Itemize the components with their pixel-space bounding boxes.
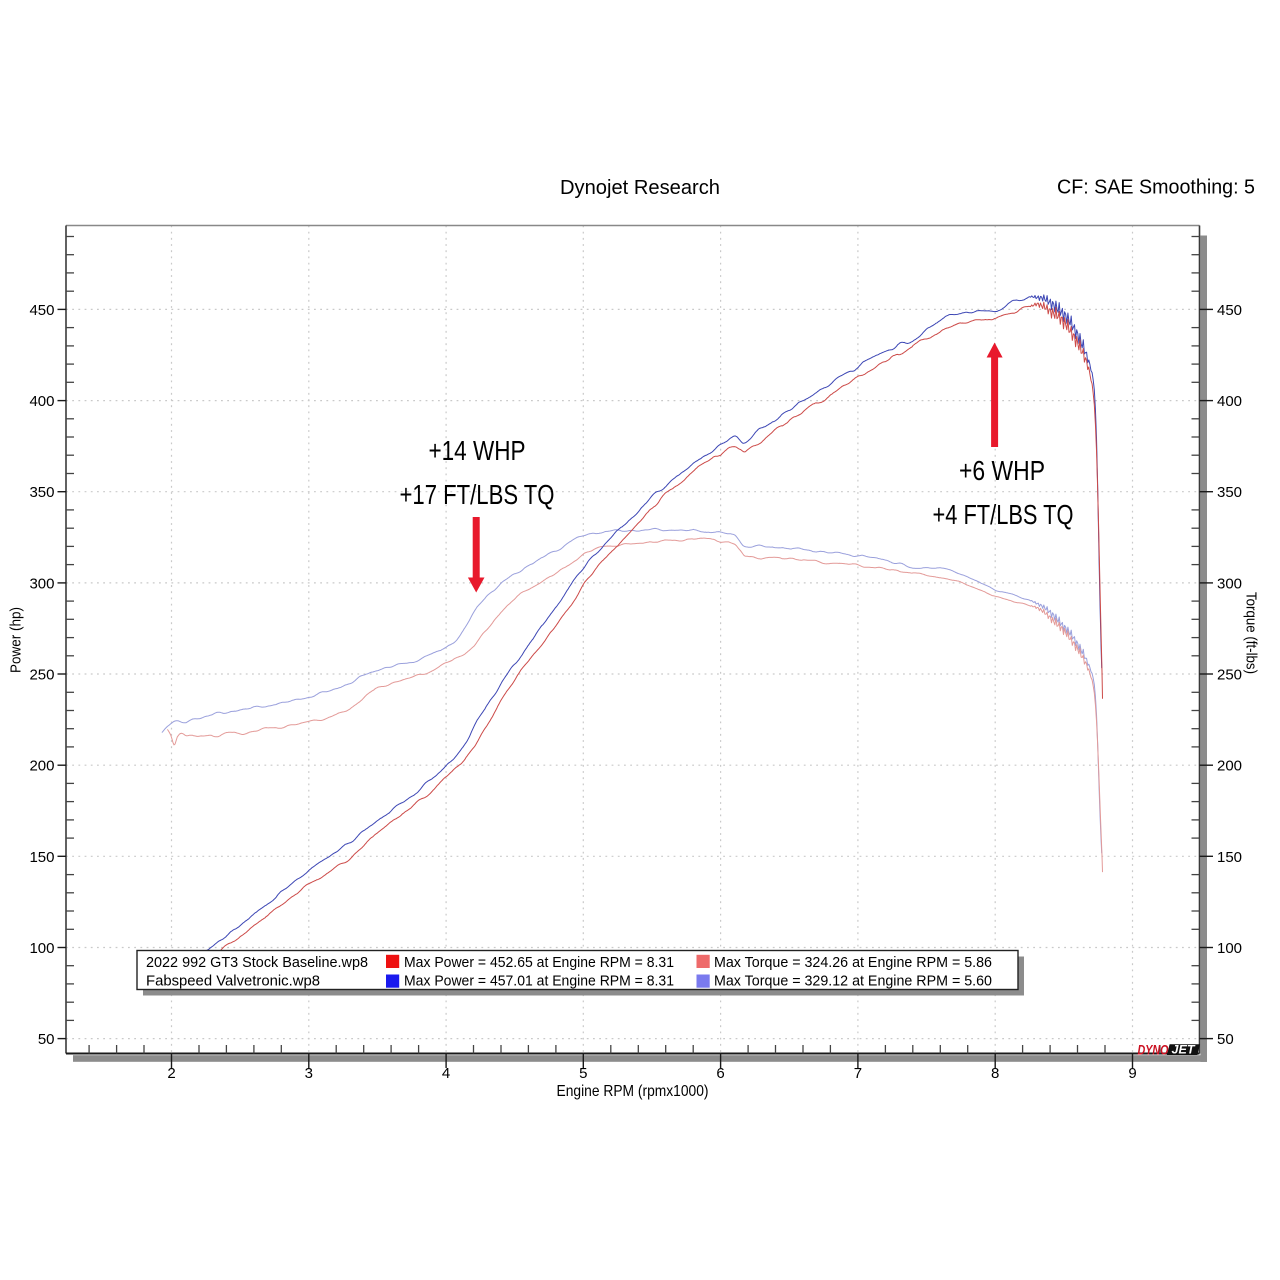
svg-text:50: 50 [1217, 1031, 1234, 1048]
svg-text:150: 150 [1217, 849, 1242, 866]
svg-text:9: 9 [1128, 1065, 1136, 1082]
svg-text:300: 300 [29, 575, 54, 592]
svg-text:200: 200 [29, 758, 54, 775]
svg-text:50: 50 [38, 1031, 55, 1048]
svg-text:Power (hp): Power (hp) [9, 607, 25, 673]
svg-text:100: 100 [1217, 940, 1242, 957]
svg-text:4: 4 [442, 1065, 450, 1082]
svg-text:Max Power = 457.01 at Engine R: Max Power = 457.01 at Engine RPM = 8.31 [404, 972, 674, 989]
svg-text:Torque (ft-lbs): Torque (ft-lbs) [1243, 592, 1259, 674]
svg-text:2: 2 [167, 1065, 175, 1082]
svg-text:300: 300 [1217, 575, 1242, 592]
svg-text:8: 8 [991, 1065, 999, 1082]
svg-text:2022 992 GT3 Stock Baseline.wp: 2022 992 GT3 Stock Baseline.wp8 [146, 954, 368, 971]
svg-text:400: 400 [1217, 393, 1242, 410]
svg-text:+17 FT/LBS TQ: +17 FT/LBS TQ [400, 479, 555, 510]
svg-text:200: 200 [1217, 758, 1242, 775]
svg-text:5: 5 [579, 1065, 587, 1082]
svg-text:+6 WHP: +6 WHP [959, 455, 1045, 486]
svg-text:250: 250 [29, 667, 54, 684]
svg-text:450: 450 [1217, 302, 1242, 319]
svg-text:250: 250 [1217, 667, 1242, 684]
svg-text:Max Torque = 329.12 at Engine: Max Torque = 329.12 at Engine RPM = 5.60 [714, 972, 992, 989]
svg-text:Max Power = 452.65 at Engine R: Max Power = 452.65 at Engine RPM = 8.31 [404, 954, 674, 971]
svg-text:+14 WHP: +14 WHP [429, 435, 526, 466]
svg-text:150: 150 [29, 849, 54, 866]
svg-text:DYNO: DYNO [1138, 1043, 1169, 1058]
svg-text:450: 450 [29, 302, 54, 319]
svg-text:350: 350 [29, 484, 54, 501]
svg-text:CF: SAE Smoothing: 5: CF: SAE Smoothing: 5 [1057, 175, 1255, 198]
svg-text:100: 100 [29, 940, 54, 957]
svg-text:400: 400 [29, 393, 54, 410]
svg-text:350: 350 [1217, 484, 1242, 501]
svg-text:Fabspeed Valvetronic.wp8: Fabspeed Valvetronic.wp8 [146, 972, 320, 989]
svg-text:6: 6 [716, 1065, 724, 1082]
svg-text:Engine RPM (rpmx1000): Engine RPM (rpmx1000) [557, 1083, 709, 1100]
svg-text:3: 3 [305, 1065, 313, 1082]
svg-text:Max Torque = 324.26 at Engine: Max Torque = 324.26 at Engine RPM = 5.86 [714, 954, 992, 971]
svg-text:JET: JET [1172, 1045, 1196, 1057]
svg-text:+4 FT/LBS TQ: +4 FT/LBS TQ [933, 499, 1074, 530]
svg-text:Dynojet Research: Dynojet Research [560, 176, 720, 199]
svg-text:7: 7 [854, 1065, 862, 1082]
